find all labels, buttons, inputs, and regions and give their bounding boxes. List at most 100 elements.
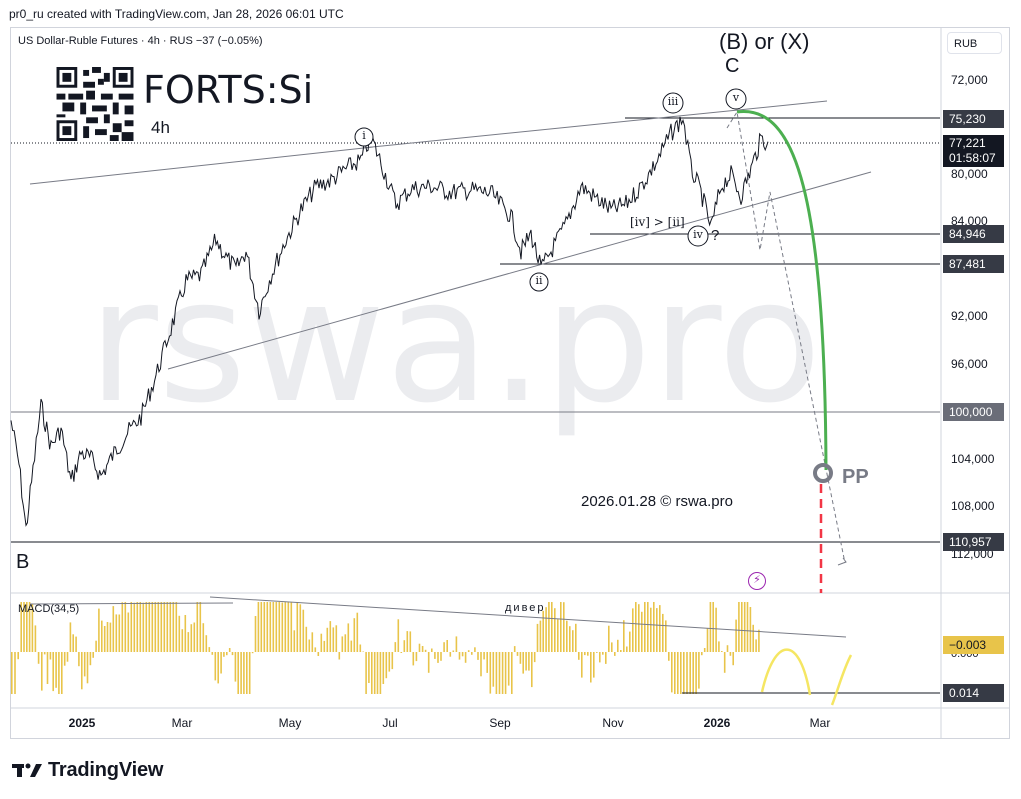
macd-diverg-line bbox=[209, 596, 847, 638]
macd-bar bbox=[726, 645, 729, 652]
macd-bar bbox=[31, 604, 34, 652]
macd-bar bbox=[474, 647, 476, 652]
macd-bar bbox=[449, 652, 452, 657]
macd-bar bbox=[650, 607, 652, 652]
macd-bar bbox=[385, 652, 388, 679]
macd-bar bbox=[382, 652, 385, 684]
macd-bar bbox=[569, 626, 571, 652]
wave-v-label: v bbox=[732, 91, 740, 104]
macd-bar bbox=[477, 652, 479, 660]
macd-bar bbox=[317, 652, 320, 656]
tag-84946: 84,946 bbox=[943, 225, 1004, 243]
macd-bar bbox=[590, 652, 592, 683]
y-tick: 72,000 bbox=[951, 73, 988, 87]
macd-bar bbox=[11, 652, 13, 694]
macd-bar bbox=[278, 602, 281, 652]
macd-bar bbox=[467, 650, 470, 652]
macd-bar bbox=[81, 652, 83, 690]
macd-bar bbox=[287, 602, 290, 652]
macd-bar bbox=[593, 652, 595, 678]
y-tick: 92,000 bbox=[951, 309, 988, 323]
macd-bar bbox=[400, 652, 403, 653]
macd-bar bbox=[536, 623, 539, 652]
x-tick: 2026 bbox=[703, 716, 731, 730]
macd-bar bbox=[275, 602, 278, 652]
macd-bar bbox=[17, 652, 19, 660]
macd-bar bbox=[376, 652, 379, 694]
question-label: ? bbox=[711, 227, 720, 244]
macd-bar bbox=[409, 631, 412, 652]
macd-bar bbox=[741, 602, 743, 652]
watermark-text: rswa.pro bbox=[88, 243, 822, 441]
current-price-tag: 77,221 01:58:07 bbox=[943, 135, 1004, 167]
macd-bar bbox=[234, 652, 237, 682]
macd-bar bbox=[373, 652, 376, 694]
macd-bar bbox=[668, 652, 670, 661]
macd-bar bbox=[202, 623, 205, 652]
macd-bar bbox=[483, 652, 485, 660]
macd-bar bbox=[516, 652, 519, 656]
macd-bar bbox=[421, 646, 424, 652]
macd-bar bbox=[542, 610, 544, 652]
macd-bar bbox=[434, 652, 436, 659]
macd-bar bbox=[599, 652, 601, 663]
macd-bar bbox=[656, 608, 658, 652]
macd-bar bbox=[732, 652, 734, 666]
lightning-icon[interactable]: ⚡ bbox=[748, 572, 766, 590]
x-tick: Mar bbox=[171, 716, 193, 730]
macd-bar bbox=[689, 652, 691, 694]
macd-bar bbox=[20, 602, 22, 652]
macd-bar bbox=[299, 604, 302, 652]
tag-110957: 110,957 bbox=[943, 533, 1004, 551]
macd-bar bbox=[446, 640, 448, 652]
macd-bar bbox=[554, 608, 556, 652]
macd-bar bbox=[665, 620, 667, 652]
macd-bar bbox=[43, 652, 46, 655]
tradingview-logo[interactable]: TradingView bbox=[12, 758, 163, 782]
macd-bar bbox=[196, 602, 199, 652]
macd-bar bbox=[58, 652, 60, 694]
macd-bar bbox=[437, 652, 439, 663]
macd-bar bbox=[260, 602, 263, 652]
wave-iv-label: iv bbox=[693, 228, 703, 241]
macd-bar bbox=[584, 652, 586, 656]
macd-bar bbox=[240, 652, 242, 694]
macd-bar bbox=[353, 618, 356, 652]
macd-bar bbox=[461, 652, 464, 657]
macd-indicator-label[interactable]: MACD(34,5) bbox=[18, 603, 80, 615]
macd-bar bbox=[379, 652, 382, 694]
symbol-info-line[interactable]: US Dollar-Ruble Futures · 4h · RUS −37 (… bbox=[18, 35, 263, 47]
macd-bar bbox=[208, 647, 211, 652]
ticker-label: FORTS:Si bbox=[143, 68, 314, 112]
macd-bar bbox=[72, 634, 74, 652]
iv-vs-ii-label: [iv] > [ii] bbox=[630, 215, 685, 229]
current-price-value: 77,221 bbox=[949, 136, 986, 150]
wave-ii-label: ii bbox=[535, 274, 543, 287]
macd-bar bbox=[205, 635, 208, 652]
macd-bar bbox=[66, 652, 69, 662]
macd-bar bbox=[154, 602, 157, 652]
macd-bar bbox=[293, 630, 296, 652]
macd-bar bbox=[320, 633, 323, 652]
bar-countdown: 01:58:07 bbox=[949, 151, 996, 165]
macd-bar bbox=[37, 652, 40, 664]
macd-bar bbox=[566, 620, 568, 652]
macd-bar bbox=[95, 640, 97, 652]
y-tick: 104,000 bbox=[951, 452, 995, 466]
macd-bar bbox=[443, 642, 445, 652]
macd-bar bbox=[157, 602, 160, 652]
projection-dashed-path bbox=[726, 110, 846, 564]
macd-bar bbox=[492, 652, 495, 687]
divergence-label: дивер bbox=[505, 602, 546, 614]
macd-bar bbox=[692, 652, 694, 694]
macd-bar bbox=[480, 652, 482, 677]
macd-bar bbox=[98, 608, 100, 652]
macd-bar bbox=[106, 622, 109, 652]
macd-bar bbox=[644, 602, 646, 652]
macd-bar bbox=[332, 627, 335, 652]
currency-button[interactable]: RUB bbox=[947, 32, 1002, 54]
macd-bar bbox=[166, 602, 169, 652]
macd-bar bbox=[199, 602, 202, 652]
macd-bar bbox=[718, 641, 720, 652]
